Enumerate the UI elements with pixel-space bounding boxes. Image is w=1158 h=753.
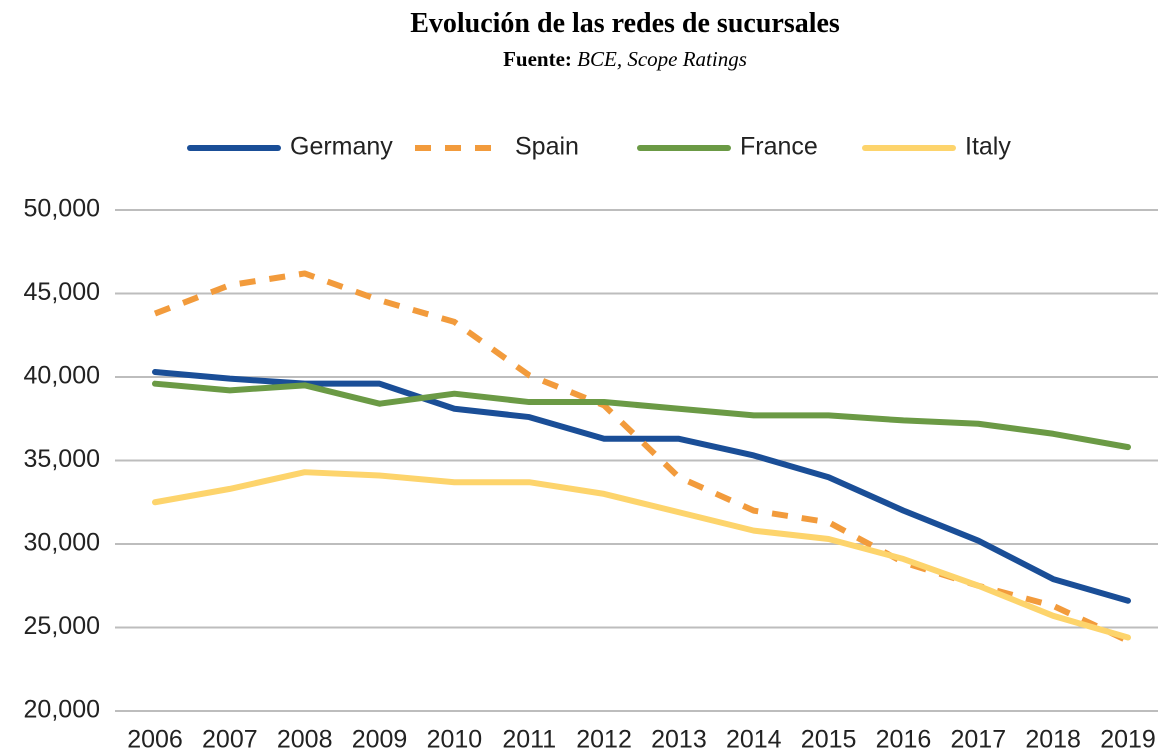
chart-subtitle: Fuente: BCE, Scope Ratings — [503, 47, 747, 71]
x-tick-label: 2009 — [352, 726, 408, 753]
x-tick-label: 2018 — [1025, 726, 1081, 753]
x-tick-label: 2008 — [277, 726, 333, 753]
y-tick-label: 30,000 — [24, 529, 100, 557]
x-tick-label: 2019 — [1100, 726, 1156, 753]
x-tick-label: 2016 — [876, 726, 932, 753]
legend-label: France — [740, 133, 818, 161]
legend-label: Italy — [965, 133, 1011, 161]
x-tick-label: 2007 — [202, 726, 258, 753]
line-series — [152, 469, 1131, 641]
x-tick-label: 2011 — [502, 726, 556, 753]
y-tick-label: 35,000 — [24, 445, 100, 473]
source-label: Fuente: — [503, 47, 572, 71]
x-tick-label: 2014 — [726, 726, 782, 753]
x-tick-label: 2017 — [950, 726, 1006, 753]
y-tick-label: 45,000 — [24, 278, 100, 306]
legend-label: Germany — [290, 133, 393, 161]
line-series — [152, 368, 1131, 604]
y-tick-label: 50,000 — [24, 195, 100, 223]
x-tick-label: 2013 — [651, 726, 707, 753]
chart-title: Evolución de las redes de sucursales — [410, 8, 840, 39]
x-tick-label: 2010 — [427, 726, 483, 753]
line-series — [152, 380, 1131, 451]
x-tick-label: 2006 — [127, 726, 183, 753]
x-tick-label: 2012 — [576, 726, 632, 753]
legend-label: Spain — [515, 133, 579, 161]
x-tick-label: 2015 — [801, 726, 857, 753]
y-tick-label: 20,000 — [24, 696, 100, 724]
y-tick-label: 25,000 — [24, 612, 100, 640]
source: BCE, Scope Ratings — [577, 47, 747, 71]
y-tick-label: 40,000 — [24, 362, 100, 390]
